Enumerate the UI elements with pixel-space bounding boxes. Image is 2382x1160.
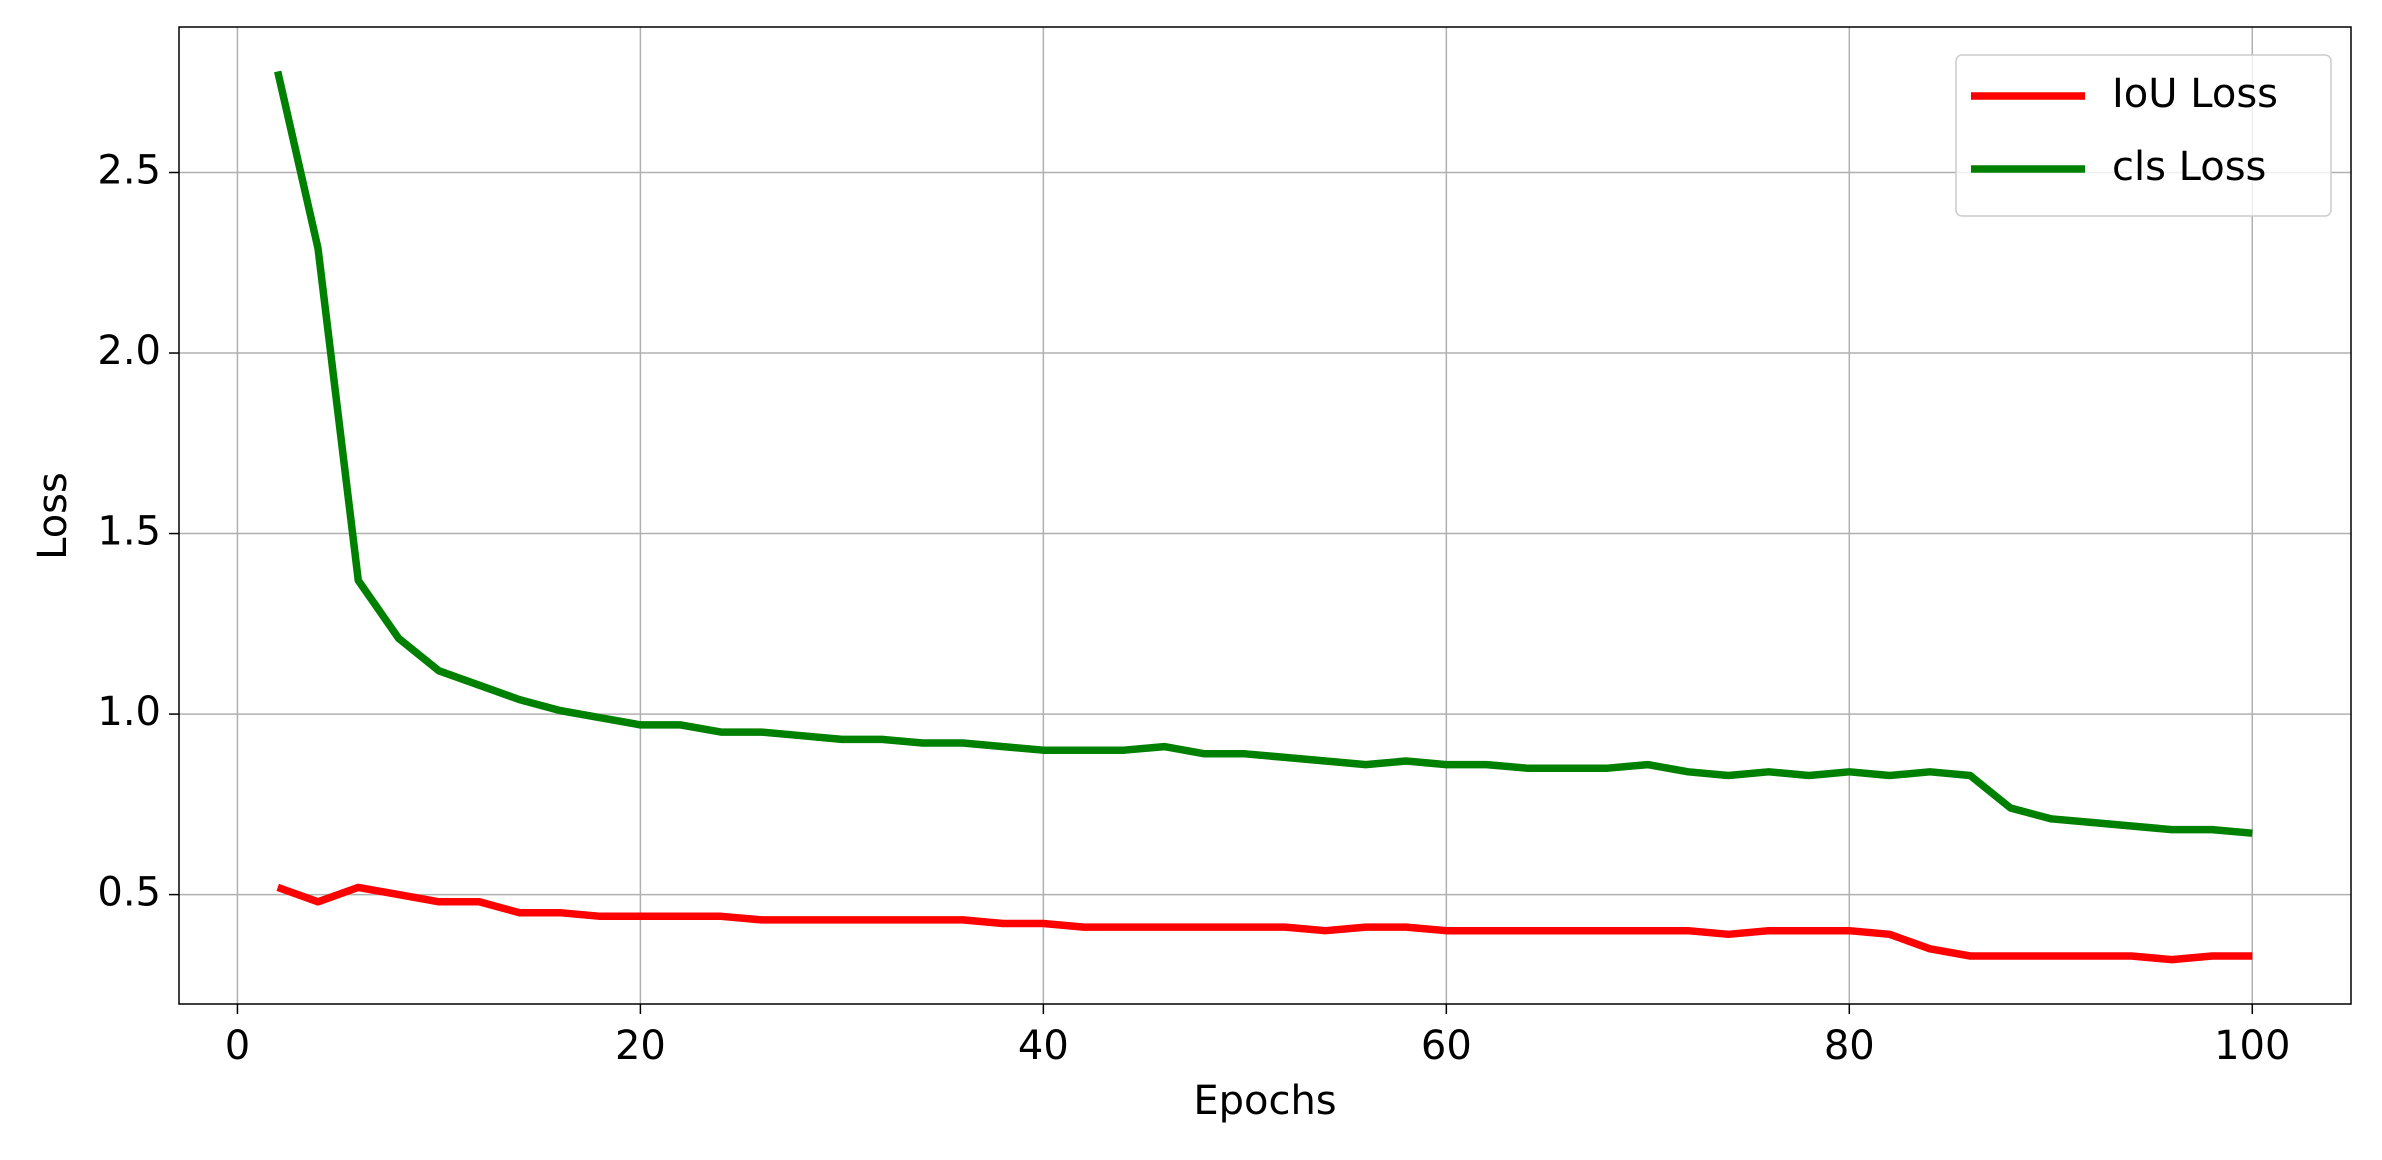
y-axis-label: Loss [30, 472, 76, 560]
y-tick-label: 1.0 [97, 689, 161, 735]
x-tick-label: 60 [1421, 1023, 1472, 1069]
x-tick-label: 40 [1018, 1023, 1069, 1069]
legend-label: IoU Loss [2112, 71, 2278, 117]
legend-label: cls Loss [2112, 144, 2266, 190]
y-tick-label: 2.0 [97, 328, 161, 374]
data-line [274, 70, 2253, 837]
x-tick-label: 100 [2214, 1023, 2290, 1069]
x-tick-label: 0 [225, 1023, 250, 1069]
x-tick-label: 20 [615, 1023, 666, 1069]
axes-frame [178, 26, 2352, 1005]
x-axis-label: Epochs [1193, 1078, 1336, 1124]
y-tick-label: 1.5 [97, 509, 161, 555]
y-tick-label: 0.5 [97, 870, 161, 916]
x-tick-label: 80 [1824, 1023, 1875, 1069]
legend: IoU Loss cls Loss [1955, 54, 2332, 217]
data-line [276, 883, 2253, 964]
y-tick-label: 2.5 [97, 148, 161, 194]
